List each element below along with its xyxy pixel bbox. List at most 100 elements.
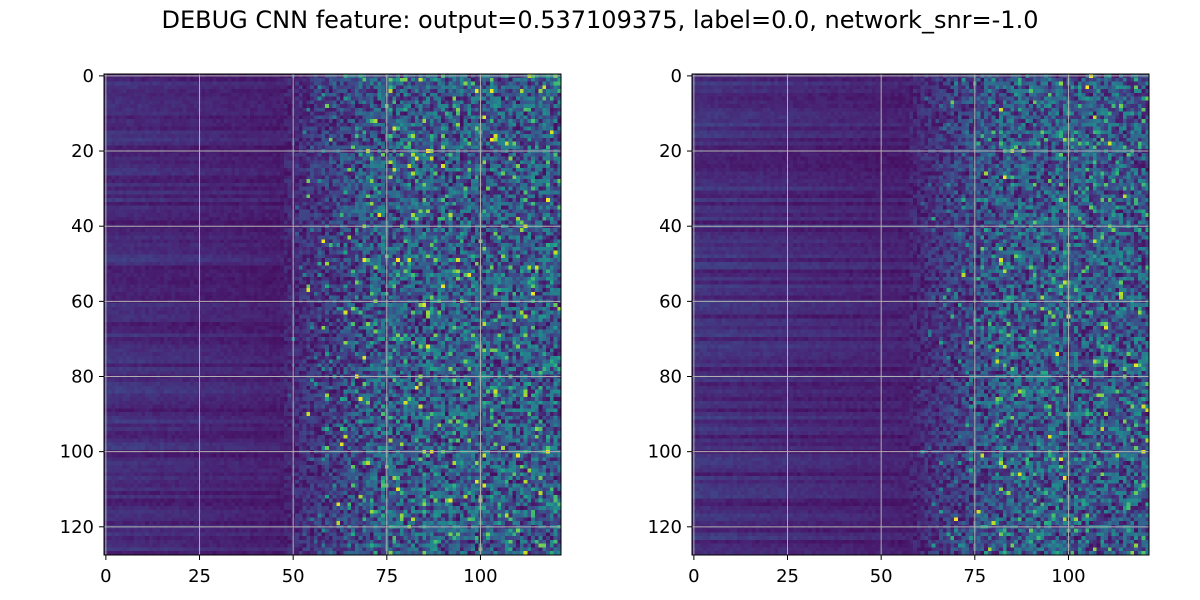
- heatmap-cell: [333, 115, 337, 119]
- heatmap-cell: [554, 85, 558, 89]
- heatmap-cell: [554, 100, 558, 104]
- heatmap-cell: [452, 82, 456, 86]
- heatmap-cell: [258, 104, 262, 108]
- heatmap-cell: [497, 85, 501, 89]
- heatmap-cell: [175, 93, 179, 97]
- heatmap-cell: [243, 112, 247, 116]
- heatmap-cell: [220, 78, 224, 82]
- heatmap-cell: [411, 119, 415, 123]
- heatmap-cell: [138, 85, 142, 89]
- heatmap-cell: [475, 97, 479, 101]
- heatmap-cell: [123, 97, 127, 101]
- heatmap-cell: [430, 100, 434, 104]
- heatmap-cell: [186, 112, 190, 116]
- heatmap-cell: [220, 100, 224, 104]
- heatmap-cell: [239, 119, 243, 123]
- heatmap-cell: [239, 115, 243, 119]
- heatmap-cell: [246, 93, 250, 97]
- heatmap-cell: [164, 112, 168, 116]
- heatmap-cell: [422, 112, 426, 116]
- heatmap-cell: [441, 115, 445, 119]
- heatmap-cell: [273, 104, 277, 108]
- heatmap-cell: [243, 78, 247, 82]
- heatmap-cell: [216, 104, 220, 108]
- heatmap-cell: [542, 78, 546, 82]
- heatmap-cell: [340, 82, 344, 86]
- heatmap-cell: [467, 82, 471, 86]
- heatmap-cell: [119, 82, 123, 86]
- heatmap-cell: [550, 82, 554, 86]
- heatmap-cell: [539, 97, 543, 101]
- heatmap-cell: [512, 89, 516, 93]
- heatmap-cell: [216, 97, 220, 101]
- heatmap-cell: [434, 119, 438, 123]
- heatmap-cell: [273, 93, 277, 97]
- heatmap-cell: [512, 115, 516, 119]
- heatmap-cell: [449, 85, 453, 89]
- heatmap-cell: [494, 104, 498, 108]
- heatmap-cell: [501, 108, 505, 112]
- heatmap-cell: [168, 85, 172, 89]
- heatmap-cell: [194, 85, 198, 89]
- heatmap-cell: [153, 97, 157, 101]
- heatmap-cell: [220, 97, 224, 101]
- heatmap-cell: [160, 93, 164, 97]
- heatmap-cell: [531, 89, 535, 93]
- heatmap-cell: [216, 108, 220, 112]
- heatmap-cell: [134, 100, 138, 104]
- heatmap-cell: [153, 78, 157, 82]
- heatmap-cell: [108, 82, 112, 86]
- heatmap-cell: [471, 112, 475, 116]
- heatmap-cell: [303, 112, 307, 116]
- heatmap-cell: [333, 78, 337, 82]
- heatmap-cell: [464, 100, 468, 104]
- heatmap-cell: [512, 108, 516, 112]
- heatmap-cell: [445, 115, 449, 119]
- heatmap-cell: [482, 104, 486, 108]
- heatmap-cell: [164, 93, 168, 97]
- heatmap-cell: [295, 89, 299, 93]
- heatmap-cell: [156, 93, 160, 97]
- heatmap-cell: [243, 119, 247, 123]
- heatmap-cell: [542, 108, 546, 112]
- heatmap-cell: [355, 78, 359, 82]
- heatmap-cell: [539, 100, 543, 104]
- heatmap-cell: [550, 115, 554, 119]
- heatmap-cell: [216, 78, 220, 82]
- heatmap-cell: [467, 104, 471, 108]
- heatmap-cell: [119, 85, 123, 89]
- heatmap-cell: [186, 97, 190, 101]
- heatmap-cell: [145, 89, 149, 93]
- heatmap-cell: [243, 108, 247, 112]
- heatmap-cell: [539, 93, 543, 97]
- heatmap-cell: [329, 82, 333, 86]
- heatmap-cell: [325, 85, 329, 89]
- heatmap-cell: [269, 119, 273, 123]
- heatmap-cell: [520, 78, 524, 82]
- heatmap-cell: [179, 108, 183, 112]
- heatmap-cell: [336, 97, 340, 101]
- heatmap-cell: [213, 78, 217, 82]
- heatmap-cell: [325, 115, 329, 119]
- heatmap-cell: [239, 112, 243, 116]
- heatmap-cell: [396, 115, 400, 119]
- heatmap-cell: [183, 104, 187, 108]
- heatmap-cell: [228, 100, 232, 104]
- heatmap-cell: [415, 104, 419, 108]
- heatmap-cell: [336, 78, 340, 82]
- heatmap-cell: [426, 93, 430, 97]
- heatmap-cell: [171, 97, 175, 101]
- heatmap-cell: [340, 78, 344, 82]
- heatmap-cell: [295, 82, 299, 86]
- heatmap-cell: [355, 97, 359, 101]
- heatmap-cell: [524, 104, 528, 108]
- heatmap-cell: [269, 93, 273, 97]
- heatmap-cell: [171, 78, 175, 82]
- heatmap-cell: [542, 93, 546, 97]
- heatmap-cell: [475, 115, 479, 119]
- heatmap-cell: [171, 82, 175, 86]
- heatmap-cell: [419, 93, 423, 97]
- heatmap-cell: [123, 108, 127, 112]
- heatmap-cell: [546, 78, 550, 82]
- heatmap-cell: [426, 112, 430, 116]
